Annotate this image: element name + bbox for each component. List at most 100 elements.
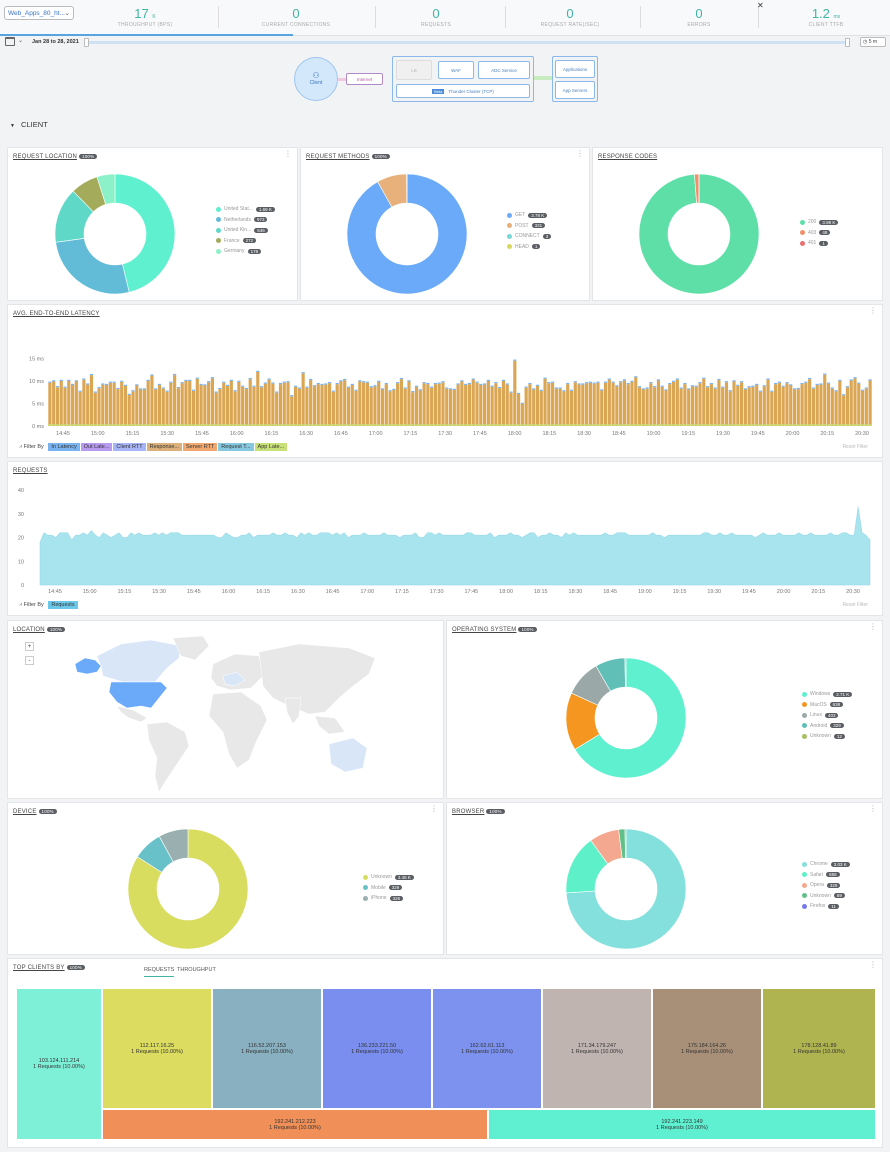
latency-bar[interactable]: [86, 384, 90, 426]
latency-bar[interactable]: [524, 387, 528, 426]
latency-bar[interactable]: [622, 380, 627, 426]
legend-item[interactable]: Unknown 3.45 K: [363, 872, 414, 883]
treemap-tile[interactable]: 178.128.41.89 1 Requests (10.00%): [762, 988, 876, 1109]
latency-bar[interactable]: [199, 385, 203, 426]
latency-bar[interactable]: [857, 383, 861, 426]
latency-bar[interactable]: [448, 389, 453, 426]
more-icon[interactable]: ⋮: [284, 149, 292, 158]
latency-bar[interactable]: [154, 389, 158, 426]
latency-bar[interactable]: [709, 384, 713, 426]
latency-bar[interactable]: [407, 381, 411, 426]
latency-bar[interactable]: [97, 388, 101, 426]
latency-bar[interactable]: [619, 382, 623, 426]
treemap-tile[interactable]: 175.184.164.26 1 Requests (10.00%): [652, 988, 762, 1109]
latency-bar[interactable]: [853, 378, 857, 426]
latency-bar[interactable]: [830, 388, 834, 426]
latency-bar[interactable]: [210, 378, 215, 426]
latency-bar[interactable]: [603, 382, 608, 426]
latency-bar[interactable]: [728, 391, 732, 426]
latency-bar[interactable]: [755, 385, 759, 426]
latency-bar[interactable]: [320, 385, 324, 426]
legend-item[interactable]: Netherlands 973: [216, 215, 275, 226]
latency-bar[interactable]: [520, 403, 524, 426]
latency-bar[interactable]: [551, 382, 555, 426]
latency-bar[interactable]: [607, 379, 611, 426]
latency-bar[interactable]: [426, 384, 430, 426]
latency-bar[interactable]: [89, 375, 94, 426]
latency-bar[interactable]: [740, 382, 744, 426]
more-icon[interactable]: ⋮: [430, 804, 438, 813]
latency-bar[interactable]: [116, 389, 120, 426]
latency-bar[interactable]: [490, 386, 494, 426]
latency-bar[interactable]: [800, 384, 804, 426]
latency-bar[interactable]: [777, 382, 781, 426]
latency-bar[interactable]: [241, 386, 245, 426]
response-codes-donut[interactable]: [638, 173, 760, 295]
latency-bar[interactable]: [823, 374, 827, 426]
world-map[interactable]: [63, 636, 378, 796]
latency-bar[interactable]: [456, 384, 460, 426]
latency-bar[interactable]: [399, 379, 404, 426]
latency-bar[interactable]: [430, 387, 434, 426]
close-icon[interactable]: ✕: [757, 1, 764, 10]
latency-bar[interactable]: [433, 384, 438, 426]
latency-bar[interactable]: [736, 385, 740, 426]
latency-bar[interactable]: [505, 384, 509, 426]
legend-item[interactable]: Mobile 329: [363, 883, 414, 894]
latency-bar[interactable]: [747, 387, 751, 426]
filter-chip[interactable]: Response...: [146, 443, 182, 451]
latency-bar[interactable]: [838, 381, 842, 426]
latency-bar[interactable]: [683, 384, 687, 426]
latency-bar[interactable]: [312, 386, 317, 426]
treemap-tile[interactable]: 112.117.16.25 1 Requests (10.00%): [102, 988, 212, 1109]
latency-bar[interactable]: [184, 381, 188, 426]
legend-item[interactable]: Germany 178: [216, 246, 275, 257]
latency-bar[interactable]: [721, 387, 725, 426]
latency-bar[interactable]: [339, 381, 343, 426]
latency-bar[interactable]: [834, 391, 838, 426]
latency-bar[interactable]: [656, 380, 661, 426]
latency-bar[interactable]: [237, 381, 241, 426]
latency-bar[interactable]: [418, 390, 422, 426]
latency-bar[interactable]: [717, 380, 721, 426]
latency-bar[interactable]: [225, 385, 230, 426]
latency-bar[interactable]: [48, 382, 52, 426]
latency-bar[interactable]: [687, 389, 691, 426]
latency-bar[interactable]: [645, 388, 649, 426]
latency-bar[interactable]: [774, 384, 778, 426]
filter-chip[interactable]: Server RTT: [182, 443, 218, 451]
latency-bar[interactable]: [811, 388, 816, 426]
latency-bar[interactable]: [331, 391, 335, 426]
latency-bar[interactable]: [770, 391, 774, 426]
legend-item[interactable]: Unknown 69: [802, 891, 850, 902]
latency-bar[interactable]: [316, 384, 320, 426]
latency-bar[interactable]: [233, 391, 237, 426]
treemap-tile[interactable]: 171.34.179.247 1 Requests (10.00%): [542, 988, 652, 1109]
latency-bar[interactable]: [486, 381, 490, 426]
latency-bar[interactable]: [324, 384, 328, 426]
filter-chip-requests[interactable]: Requests: [48, 601, 78, 609]
latency-bar[interactable]: [815, 385, 819, 426]
latency-bar[interactable]: [362, 382, 366, 426]
pie-slice-chrome[interactable]: [565, 828, 687, 950]
latency-bar[interactable]: [305, 387, 309, 426]
latency-bar[interactable]: [101, 384, 105, 426]
latency-bar[interactable]: [74, 381, 78, 426]
treemap-tile[interactable]: 136.233.221.50 1 Requests (10.00%): [322, 988, 432, 1109]
latency-bar[interactable]: [713, 388, 717, 426]
latency-bar[interactable]: [267, 379, 271, 426]
legend-item[interactable]: POST 331: [507, 221, 551, 232]
topology-app-servers[interactable]: App Servers: [555, 81, 595, 99]
latency-bar[interactable]: [365, 382, 369, 426]
legend-item[interactable]: HEAD 1: [507, 242, 551, 253]
legend-item[interactable]: 200 3.98 K: [800, 217, 839, 228]
latency-bar[interactable]: [252, 386, 256, 426]
latency-bar[interactable]: [535, 385, 540, 426]
latency-bar[interactable]: [384, 384, 388, 426]
latency-bar[interactable]: [592, 383, 596, 426]
latency-bar[interactable]: [55, 387, 60, 426]
latency-bar[interactable]: [135, 385, 139, 427]
latency-bar[interactable]: [259, 387, 264, 426]
legend-item[interactable]: 403 48: [800, 228, 838, 239]
treemap-tile[interactable]: 103.124.111.214 1 Requests (10.00%): [16, 988, 102, 1140]
